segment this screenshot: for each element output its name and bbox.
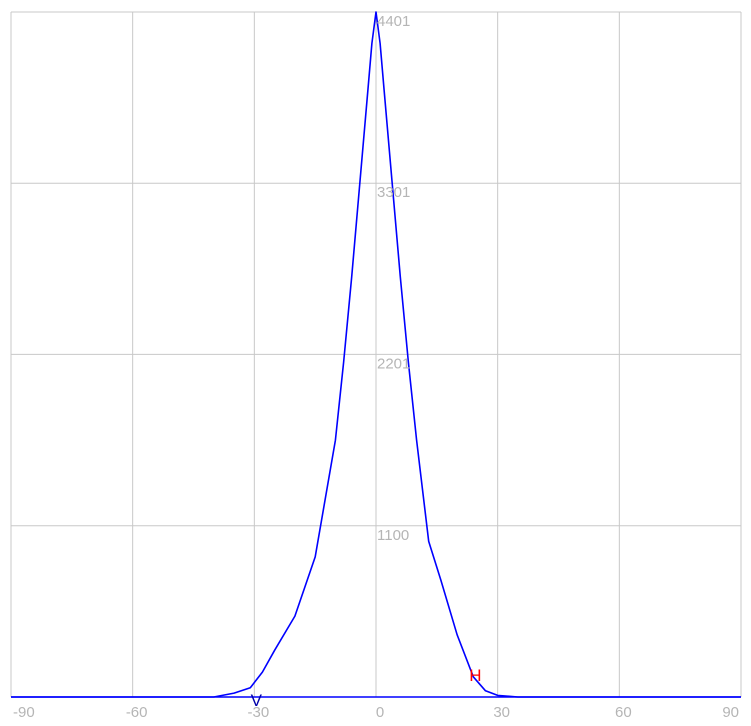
series-layer [11, 11, 741, 698]
y-tick-label-1: 2201 [377, 355, 410, 372]
x-tick-label-3: 0 [376, 704, 384, 721]
tick-labels: -90 -60 -30 0 30 60 90 1100 2201 3301 4401 [13, 13, 739, 721]
marker-label-v: V [251, 691, 263, 710]
x-tick-label-2: -30 [247, 704, 269, 721]
y-tick-label-3: 4401 [377, 13, 410, 30]
x-tick-label-0: -90 [13, 704, 35, 721]
y-tick-label-0: 1100 [377, 527, 409, 544]
x-tick-label-1: -60 [126, 704, 148, 721]
x-tick-label-5: 60 [615, 704, 632, 721]
markers: VH [251, 666, 482, 710]
grid [10, 11, 742, 697]
marker-label-h: H [469, 666, 481, 685]
y-tick-label-2: 3301 [377, 184, 410, 201]
series-line-0 [11, 11, 741, 698]
x-tick-label-6: 90 [722, 704, 739, 721]
x-tick-label-4: 30 [493, 704, 510, 721]
